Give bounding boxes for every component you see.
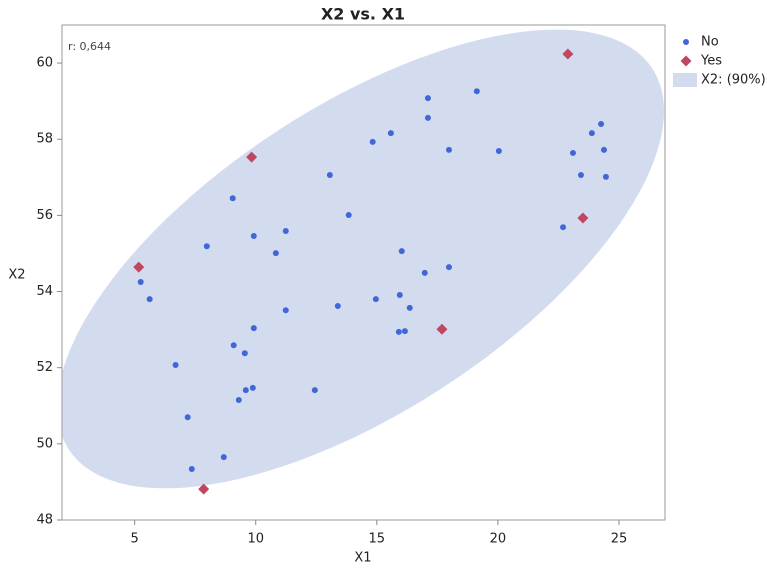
point: [229, 195, 236, 202]
point: [249, 384, 256, 391]
point: [395, 328, 402, 335]
x-axis-label: X1: [354, 551, 371, 566]
point: [600, 146, 607, 153]
plot-frame: [61, 24, 666, 521]
point: [424, 95, 431, 102]
point: [369, 138, 376, 145]
point: [372, 296, 379, 303]
point: [569, 149, 576, 156]
y-tick-label: 60: [36, 56, 53, 71]
x-tick-label: 20: [490, 532, 507, 547]
point: [562, 48, 574, 60]
legend-label: Yes: [700, 54, 722, 69]
point: [495, 148, 502, 155]
point: [146, 296, 153, 303]
point: [396, 291, 403, 298]
point: [577, 172, 584, 179]
y-tick-label: 48: [36, 513, 53, 528]
x-tick-label: 15: [369, 532, 386, 547]
point: [282, 227, 289, 234]
point: [272, 250, 279, 257]
point: [235, 397, 242, 404]
point: [188, 465, 195, 472]
point: [230, 342, 237, 349]
point: [250, 232, 257, 239]
point: [137, 279, 144, 286]
point: [282, 307, 289, 314]
legend-label: X2: (90%): [701, 73, 766, 88]
point: [473, 88, 480, 95]
point: [421, 269, 428, 276]
point: [577, 212, 589, 224]
legend-label: No: [701, 35, 719, 50]
plot-area: [62, 29, 664, 495]
point: [241, 350, 248, 357]
density-ellipse: [62, 29, 664, 489]
point: [246, 151, 258, 163]
point: [436, 323, 448, 335]
point: [345, 212, 352, 219]
y-axis-label: X2: [8, 268, 25, 283]
point: [406, 304, 413, 311]
point: [172, 362, 179, 369]
point: [387, 130, 394, 137]
chart-title: X2 vs. X1: [321, 5, 405, 24]
point: [203, 243, 210, 250]
point: [250, 325, 257, 332]
point: [598, 121, 605, 127]
point: [198, 483, 210, 495]
x-tick-label: 25: [611, 532, 628, 547]
legend-marker: [680, 55, 692, 67]
x-tick-label: 10: [247, 532, 264, 547]
point: [602, 173, 609, 180]
point: [133, 261, 145, 273]
point: [445, 146, 452, 153]
point: [588, 130, 595, 137]
point: [560, 224, 567, 231]
point: [401, 328, 408, 335]
point: [445, 264, 452, 271]
y-tick-label: 54: [36, 284, 53, 299]
point: [326, 172, 333, 179]
y-tick-label: 52: [36, 360, 53, 375]
y-tick-label: 50: [36, 436, 53, 451]
x-tick-label: 5: [131, 532, 139, 547]
y-tick-label: 58: [36, 132, 53, 147]
point: [334, 303, 341, 310]
point: [311, 387, 318, 394]
point: [424, 114, 431, 121]
y-tick-label: 56: [36, 208, 53, 223]
legend-marker: [683, 39, 689, 45]
point: [220, 454, 227, 461]
point: [398, 248, 405, 255]
point: [242, 387, 249, 394]
legend-swatch: [673, 73, 697, 87]
annotation: r: 0,644: [68, 40, 111, 53]
point: [184, 414, 191, 421]
